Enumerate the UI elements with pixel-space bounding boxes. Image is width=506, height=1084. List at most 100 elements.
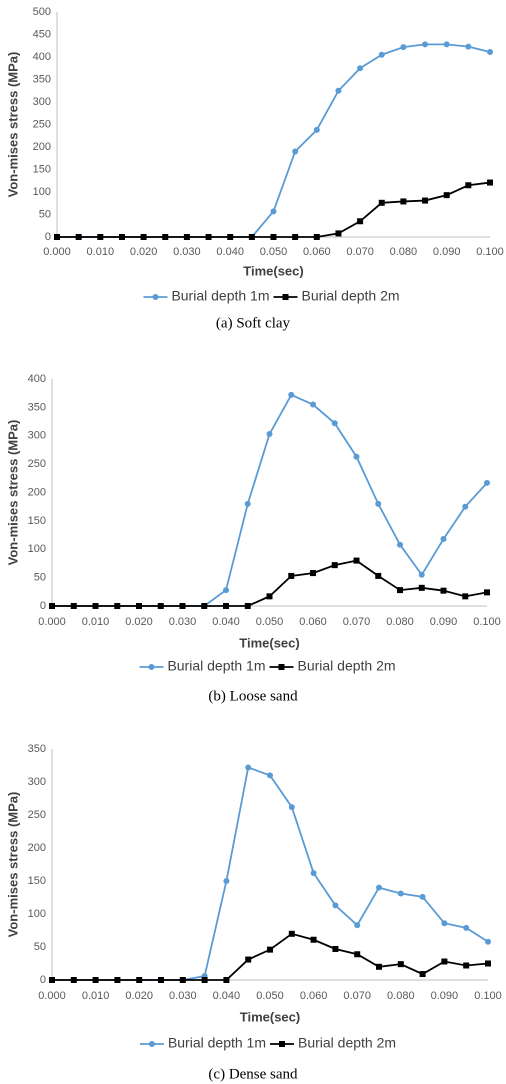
marker — [375, 572, 382, 579]
marker — [54, 234, 60, 240]
chart-panel: 0 50 100 150 200 250 300 350 400 0.000 0.010 0.020 0… — [5, 373, 500, 705]
y-tick-label: 100 — [28, 908, 46, 920]
marker — [148, 664, 155, 670]
marker — [49, 603, 55, 609]
legend-label: Burial depth 2m — [298, 658, 396, 674]
marker — [376, 884, 382, 891]
x-tick-label: 0.000 — [43, 246, 71, 258]
marker — [484, 479, 490, 486]
marker — [114, 603, 121, 609]
marker — [422, 197, 429, 204]
y-tick-label: 250 — [33, 118, 51, 130]
x-tick-label: 0.070 — [343, 990, 371, 1002]
marker — [354, 951, 361, 958]
marker — [397, 961, 404, 968]
marker — [92, 977, 99, 983]
x-tick-label: 0.090 — [433, 246, 461, 258]
marker — [378, 51, 385, 58]
x-axis-title: Time(sec) — [243, 263, 303, 278]
marker — [357, 218, 364, 225]
marker — [201, 977, 208, 983]
marker — [378, 199, 385, 206]
marker — [400, 44, 407, 51]
marker — [97, 234, 104, 240]
marker — [487, 49, 493, 56]
x-tick-label: 0.010 — [82, 616, 110, 628]
y-tick-label: 400 — [33, 51, 51, 63]
y-axis-title: Von-mises stress (MPa) — [5, 52, 20, 198]
x-tick-label: 0.000 — [38, 990, 66, 1002]
legend: Burial depth 1m Burial depth 2m — [139, 1035, 396, 1051]
x-tick-label: 0.060 — [299, 616, 327, 628]
x-tick-label: 0.080 — [387, 990, 415, 1002]
legend-label: Burial depth 2m — [298, 1035, 396, 1051]
marker — [279, 1041, 285, 1047]
marker — [397, 541, 403, 548]
y-axis-title: Von-mises stress (MPa) — [5, 792, 20, 938]
y-tick-label: 200 — [28, 486, 46, 498]
x-tick-label: 0.020 — [125, 616, 153, 628]
x-tick-label: 0.000 — [38, 616, 66, 628]
y-tick-label: 100 — [33, 186, 51, 198]
marker — [440, 587, 447, 594]
x-tick-label: 0.040 — [213, 990, 241, 1002]
marker — [223, 603, 229, 609]
legend-label: Burial depth 2m — [302, 288, 400, 304]
x-tick-label: 0.030 — [173, 246, 201, 258]
y-axis-title: Von-mises stress (MPa) — [5, 420, 20, 566]
marker — [245, 764, 252, 771]
x-tick-label: 0.020 — [125, 990, 153, 1002]
marker — [463, 924, 470, 931]
marker — [357, 65, 364, 72]
y-tick-label: 200 — [28, 842, 46, 854]
legend: Burial depth 1m Burial depth 2m — [143, 288, 400, 304]
marker — [278, 664, 285, 670]
y-tick-label: 0 — [40, 600, 46, 612]
y-tick-label: 50 — [34, 941, 46, 953]
marker — [443, 41, 450, 48]
marker — [162, 234, 169, 240]
marker — [49, 977, 55, 983]
y-tick-label: 150 — [28, 875, 46, 887]
marker — [223, 878, 230, 884]
marker — [462, 503, 469, 510]
marker — [288, 391, 295, 398]
marker — [440, 536, 447, 543]
marker — [282, 294, 289, 300]
x-tick-label: 0.010 — [82, 990, 110, 1002]
x-tick-label: 0.010 — [87, 246, 115, 258]
marker — [310, 570, 316, 577]
marker — [266, 431, 273, 438]
marker — [136, 977, 143, 983]
marker — [331, 420, 338, 427]
marker — [397, 890, 404, 897]
marker — [266, 593, 273, 600]
x-tick-label: 0.100 — [473, 616, 501, 628]
marker — [353, 453, 360, 460]
marker — [292, 148, 299, 155]
x-tick-label: 0.060 — [300, 990, 328, 1002]
marker — [335, 230, 342, 237]
marker — [465, 43, 472, 50]
marker — [331, 562, 338, 569]
x-tick-label: 0.070 — [346, 246, 374, 258]
marker — [463, 962, 470, 969]
x-tick-label: 0.060 — [303, 246, 331, 258]
marker — [223, 587, 229, 594]
x-tick-label: 0.030 — [169, 616, 197, 628]
y-tick-label: 250 — [28, 458, 46, 470]
marker — [148, 1041, 155, 1047]
marker — [422, 41, 429, 48]
marker — [310, 401, 316, 408]
marker — [487, 179, 493, 186]
marker — [70, 977, 77, 983]
marker — [223, 977, 230, 983]
x-tick-label: 0.100 — [476, 246, 504, 258]
series-line — [57, 43, 491, 238]
marker — [183, 234, 190, 240]
y-tick-label: 300 — [33, 96, 51, 108]
marker — [140, 234, 147, 240]
y-tick-label: 50 — [39, 208, 51, 220]
marker — [441, 958, 448, 965]
